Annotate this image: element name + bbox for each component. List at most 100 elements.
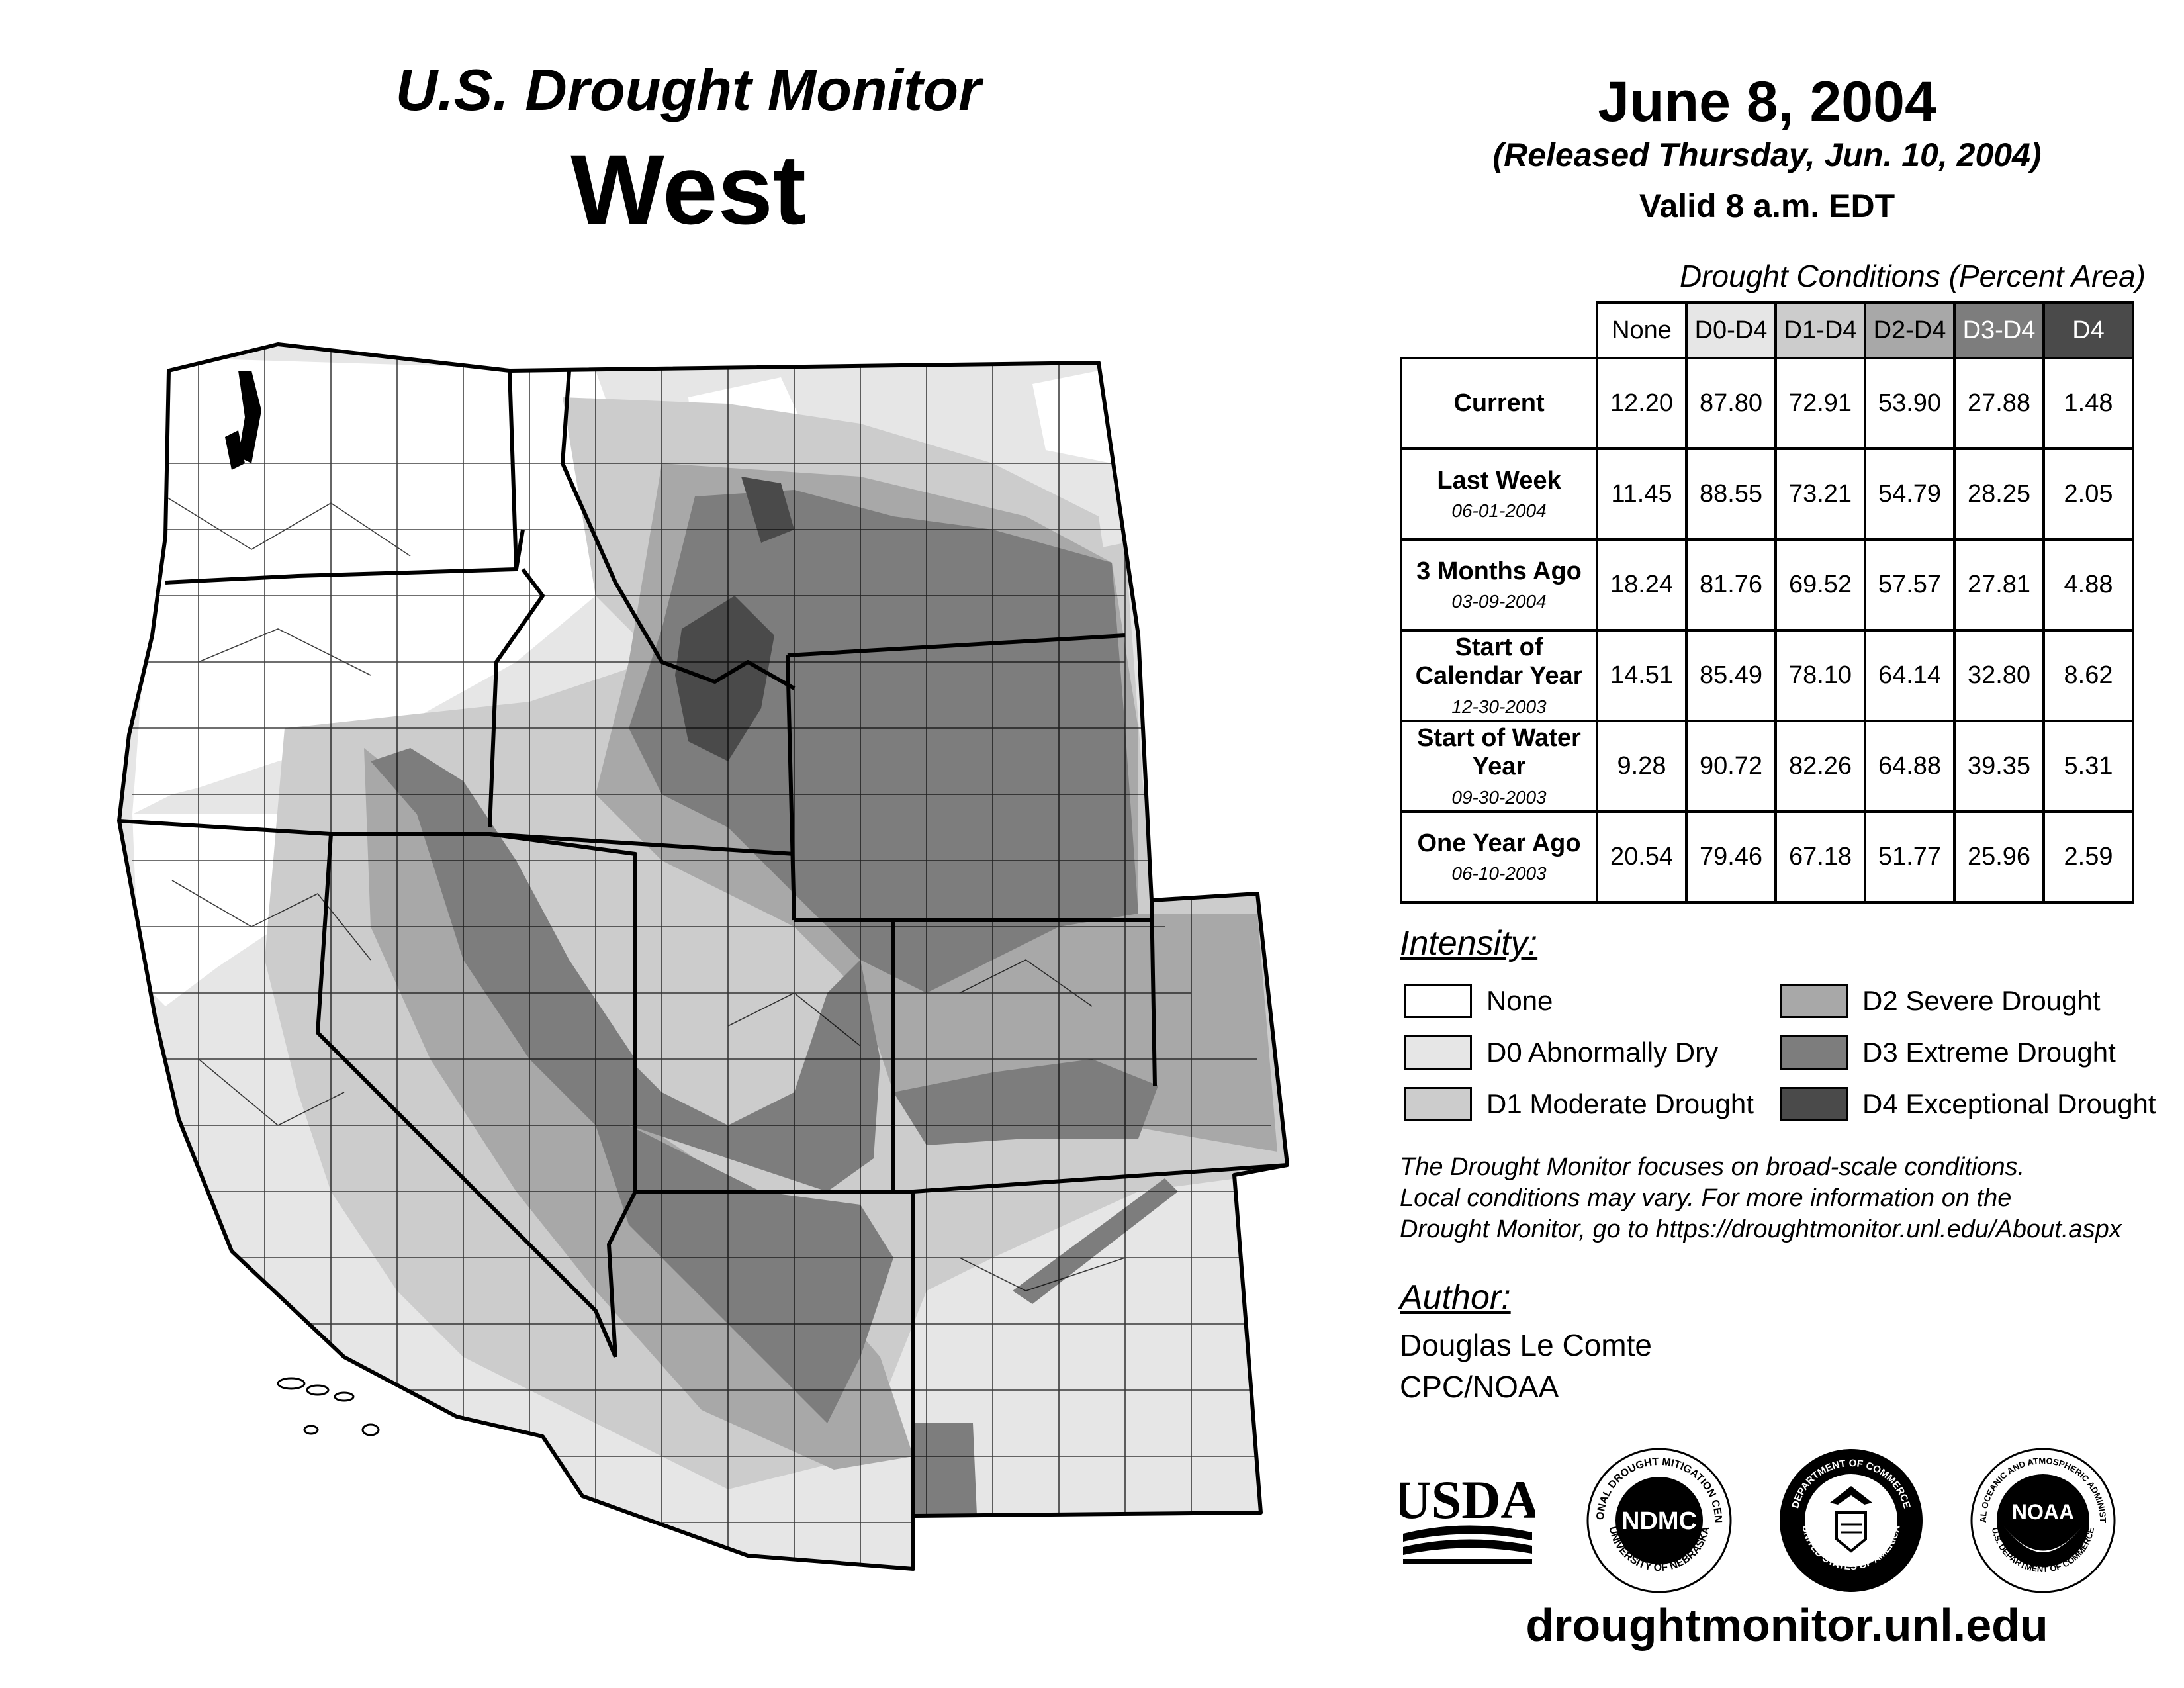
table-cell: 2.05 bbox=[2042, 447, 2134, 541]
table-cell: 27.88 bbox=[1953, 357, 2045, 450]
table-cell: 85.49 bbox=[1685, 629, 1777, 722]
release-date: (Released Thursday, Jun. 10, 2004) bbox=[1492, 136, 2042, 173]
table-cell: 39.35 bbox=[1953, 720, 2045, 813]
legend-label: None bbox=[1486, 985, 1553, 1016]
disclaimer-line: The Drought Monitor focuses on broad-sca… bbox=[1400, 1153, 2025, 1181]
row-date: 06-01-2004 bbox=[1451, 500, 1547, 522]
d4-area-mt-id bbox=[741, 477, 794, 543]
table-cell: 28.25 bbox=[1953, 447, 2045, 541]
id-mt-border bbox=[561, 370, 796, 690]
table-body: Current 12.20 87.80 72.91 53.90 27.88 1.48 Last… bbox=[1400, 357, 2134, 904]
co-nm-border bbox=[913, 1163, 1288, 1194]
table-cell: 72.91 bbox=[1774, 357, 1866, 450]
table-cell: 5.31 bbox=[2042, 720, 2134, 813]
legend-item-d4: D4 Exceptional Drought bbox=[1780, 1085, 2156, 1123]
row-label: Current bbox=[1400, 357, 1598, 450]
row-label-text: Current bbox=[1453, 389, 1545, 417]
row-label: Last Week 06-01-2004 bbox=[1400, 447, 1598, 541]
doc-seal-logo: DEPARTMENT OF COMMERCE UNITED STATES OF … bbox=[1780, 1449, 1923, 1592]
disclaimer-line: Local conditions may vary. For more info… bbox=[1400, 1184, 2012, 1212]
table-cell: 73.21 bbox=[1774, 447, 1866, 541]
d3-area-new-mexico bbox=[913, 1423, 979, 1569]
eagle-icon bbox=[1830, 1486, 1872, 1505]
table-cell: 82.26 bbox=[1774, 720, 1866, 813]
table-cell: 79.46 bbox=[1685, 810, 1777, 904]
region-title: West bbox=[570, 134, 806, 245]
row-label-text: Last Week bbox=[1437, 466, 1561, 494]
col-header-d0-d4: D0-D4 bbox=[1685, 301, 1777, 359]
legend-swatch bbox=[1404, 984, 1472, 1018]
table-row: Last Week 06-01-2004 11.45 88.55 73.21 54.79 2… bbox=[1400, 447, 2134, 541]
drought-conditions-table: None D0-D4 D1-D4 D2-D4 D3-D4 D4 Current 1… bbox=[1400, 301, 2134, 904]
legend-item-d3: D3 Extreme Drought bbox=[1780, 1033, 2116, 1072]
row-label: 3 Months Ago 03-09-2004 bbox=[1400, 538, 1598, 632]
d3-area-colorado bbox=[893, 1059, 1158, 1145]
table-cell: 53.90 bbox=[1864, 357, 1956, 450]
legend-title: Intensity: bbox=[1400, 924, 1538, 962]
website-link[interactable]: droughtmonitor.unl.edu bbox=[1525, 1599, 2048, 1651]
table-cell: 12.20 bbox=[1596, 357, 1688, 450]
table-cell: 64.14 bbox=[1864, 629, 1956, 722]
table-corner bbox=[1401, 303, 1598, 359]
table-cell: 87.80 bbox=[1685, 357, 1777, 450]
legend-item-d1: D1 Moderate Drought bbox=[1404, 1085, 1754, 1123]
col-header-d1-d4: D1-D4 bbox=[1774, 301, 1866, 359]
none-area-n-california bbox=[132, 814, 278, 1006]
puget-sound-islands bbox=[225, 371, 261, 470]
wa-id-border bbox=[508, 370, 518, 570]
table-row: Start of Calendar Year 12-30-2003 14.51 85.… bbox=[1400, 629, 2134, 722]
row-date: 12-30-2003 bbox=[1451, 696, 1547, 718]
table-cell: 88.55 bbox=[1685, 447, 1777, 541]
d3-area-idaho-wyoming bbox=[629, 490, 1138, 993]
table-cell: 4.88 bbox=[2042, 538, 2134, 632]
col-header-d3-d4: D3-D4 bbox=[1953, 301, 2045, 359]
ca-nv-border bbox=[316, 833, 617, 1358]
row-label-text: Start of Water Year bbox=[1417, 724, 1581, 781]
drought-areas bbox=[119, 344, 1287, 1569]
or-id-border bbox=[488, 568, 545, 828]
row-date: 09-30-2003 bbox=[1451, 787, 1547, 808]
ndmc-logo: NATIONAL DROUGHT MITIGATION CENTER UNIVE… bbox=[1585, 1446, 1732, 1593]
legend-item-d2: D2 Severe Drought bbox=[1780, 982, 2101, 1020]
disclaimer-text: The Drought Monitor focuses on broad-sca… bbox=[1400, 1152, 2181, 1245]
table-cell: 25.96 bbox=[1953, 810, 2045, 904]
table-cell: 90.72 bbox=[1685, 720, 1777, 813]
row-label: Start of Water Year 09-30-2003 bbox=[1400, 720, 1598, 813]
row-date: 03-09-2004 bbox=[1451, 591, 1547, 612]
table-cell: 78.10 bbox=[1774, 629, 1866, 722]
table-cell: 69.52 bbox=[1774, 538, 1866, 632]
table-cell: 9.28 bbox=[1596, 720, 1688, 813]
table-cell: 11.45 bbox=[1596, 447, 1688, 541]
legend-swatch bbox=[1404, 1035, 1472, 1070]
row-date: 06-10-2003 bbox=[1451, 863, 1547, 884]
d3-area-nevada bbox=[371, 748, 635, 1125]
legend-swatch bbox=[1780, 1087, 1848, 1121]
noaa-logo: NATIONAL OCEANIC AND ATMOSPHERIC ADMINIS… bbox=[1969, 1446, 2116, 1593]
row-label-text: 3 Months Ago bbox=[1416, 557, 1582, 585]
table-row: One Year Ago 06-10-2003 20.54 79.46 67.18 51.… bbox=[1400, 810, 2134, 904]
table-row: 3 Months Ago 03-09-2004 18.24 81.76 69.52 57.… bbox=[1400, 538, 2134, 632]
disclaimer-line: Drought Monitor, go to https://droughtmo… bbox=[1400, 1215, 2122, 1243]
table-cell: 14.51 bbox=[1596, 629, 1688, 722]
row-label-text: Start of Calendar Year bbox=[1415, 633, 1583, 690]
row-label-text: One Year Ago bbox=[1417, 829, 1581, 857]
row-label: Start of Calendar Year 12-30-2003 bbox=[1400, 629, 1598, 722]
table-row: Start of Water Year 09-30-2003 9.28 90.72 82… bbox=[1400, 720, 2134, 813]
wy-border-w bbox=[786, 655, 796, 921]
valid-time: Valid 8 a.m. EDT bbox=[1639, 187, 1895, 224]
author-org: CPC/NOAA bbox=[1400, 1370, 1559, 1404]
table-cell: 81.76 bbox=[1685, 538, 1777, 632]
county-lines bbox=[132, 344, 1271, 1569]
none-area-ne-montana bbox=[1032, 371, 1112, 463]
table-cell: 32.80 bbox=[1953, 629, 2045, 722]
table-cell: 1.48 bbox=[2042, 357, 2134, 450]
col-header-d4: D4 bbox=[2042, 301, 2134, 359]
table-cell: 27.81 bbox=[1953, 538, 2045, 632]
noaa-logo-text: NOAA bbox=[2012, 1500, 2074, 1524]
channel-islands bbox=[277, 1377, 380, 1436]
table-cell: 20.54 bbox=[1596, 810, 1688, 904]
table-row: Current 12.20 87.80 72.91 53.90 27.88 1.48 bbox=[1400, 357, 2134, 450]
legend-label: D3 Extreme Drought bbox=[1862, 1037, 2116, 1068]
table-header-row: None D0-D4 D1-D4 D2-D4 D3-D4 D4 bbox=[1401, 301, 2134, 359]
id-ut-border bbox=[489, 832, 795, 856]
